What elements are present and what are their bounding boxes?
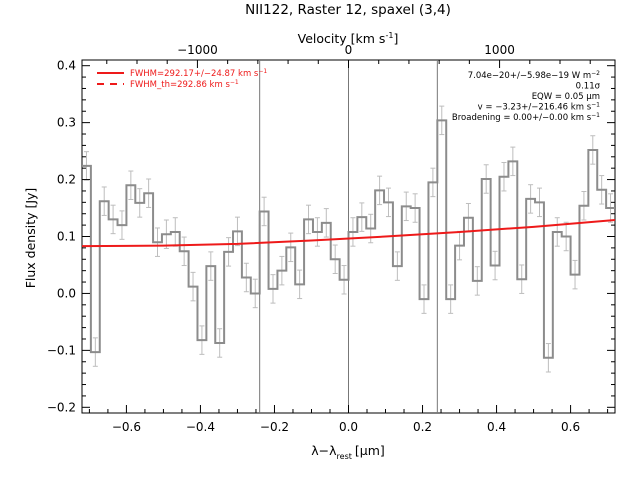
x-tick-label: 0.6 bbox=[561, 420, 580, 434]
chart-title: NII122, Raster 12, spaxel (3,4) bbox=[245, 2, 451, 18]
x-tick-label: −0.6 bbox=[112, 420, 141, 434]
fit-series bbox=[81, 218, 616, 248]
y-tick-label: 0.4 bbox=[57, 59, 76, 73]
axis-tick-labels: −0.6 −0.4 −0.2 0.0 0.2 0.4 0.6 −0.2 −0.1 0.0 0.1 0.… bbox=[47, 43, 580, 434]
y-axis-title: Flux density [Jy] bbox=[23, 188, 38, 289]
x-axis-title: λ−λrest [μm] bbox=[311, 443, 385, 461]
x-tick-label: 0.0 bbox=[339, 420, 358, 434]
y-tick-label: 0.0 bbox=[57, 286, 76, 300]
fit-line bbox=[81, 218, 616, 248]
annotation-line: 7.04e−20+/−5.98e−19 W m−2 bbox=[468, 70, 600, 81]
x-tick-label: −0.2 bbox=[260, 420, 289, 434]
annotation-line: 0.11σ bbox=[576, 82, 601, 92]
legend: FWHM=292.17+/−24.87 km s−1FWHM_th=292.86… bbox=[97, 68, 267, 90]
top-tick-label: 1000 bbox=[484, 43, 515, 57]
annotation-line: Broadening = 0.00+/−0.00 km s−1 bbox=[452, 112, 600, 123]
axis-ticks bbox=[82, 60, 615, 413]
y-tick-label: 0.3 bbox=[57, 116, 76, 130]
legend-label: FWHM=292.17+/−24.87 km s−1 bbox=[130, 68, 267, 79]
x-tick-label: 0.2 bbox=[413, 420, 432, 434]
y-tick-label: 0.1 bbox=[57, 230, 76, 244]
y-tick-label: −0.1 bbox=[47, 343, 76, 357]
spectrum-series bbox=[82, 119, 615, 359]
annotation-line: v = −3.23+/−216.46 km s−1 bbox=[478, 102, 601, 113]
top-tick-label: −1000 bbox=[177, 43, 218, 57]
legend-label: FWHM_th=292.86 km s−1 bbox=[130, 79, 239, 90]
x-tick-label: −0.4 bbox=[186, 420, 215, 434]
annotation-line: EQW = 0.05 μm bbox=[532, 92, 600, 102]
top-tick-label: 0 bbox=[345, 43, 353, 57]
top-axis-title: Velocity [km s-1] bbox=[298, 31, 399, 46]
spectrum-line bbox=[82, 119, 615, 359]
x-tick-label: 0.4 bbox=[487, 420, 506, 434]
y-tick-label: 0.2 bbox=[57, 173, 76, 187]
y-tick-label: −0.2 bbox=[47, 400, 76, 414]
